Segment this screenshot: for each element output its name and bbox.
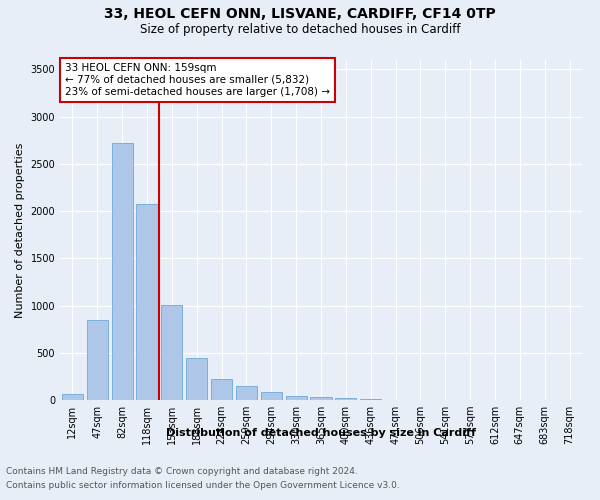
Y-axis label: Number of detached properties: Number of detached properties: [15, 142, 25, 318]
Bar: [136, 204, 158, 400]
Text: Contains HM Land Registry data © Crown copyright and database right 2024.: Contains HM Land Registry data © Crown c…: [6, 468, 358, 476]
Bar: [236, 386, 257, 400]
Text: Contains public sector information licensed under the Open Government Licence v3: Contains public sector information licen…: [6, 481, 400, 490]
Text: Distribution of detached houses by size in Cardiff: Distribution of detached houses by size …: [166, 428, 476, 438]
Text: 33, HEOL CEFN ONN, LISVANE, CARDIFF, CF14 0TP: 33, HEOL CEFN ONN, LISVANE, CARDIFF, CF1…: [104, 8, 496, 22]
Bar: [286, 396, 307, 400]
Bar: [335, 398, 356, 400]
Bar: [211, 379, 232, 400]
Bar: [310, 398, 332, 400]
Text: 33 HEOL CEFN ONN: 159sqm
← 77% of detached houses are smaller (5,832)
23% of sem: 33 HEOL CEFN ONN: 159sqm ← 77% of detach…: [65, 64, 330, 96]
Bar: [161, 304, 182, 400]
Bar: [62, 394, 83, 400]
Bar: [87, 320, 108, 400]
Bar: [186, 358, 207, 400]
Bar: [360, 399, 381, 400]
Bar: [261, 392, 282, 400]
Text: Size of property relative to detached houses in Cardiff: Size of property relative to detached ho…: [140, 22, 460, 36]
Bar: [112, 144, 133, 400]
